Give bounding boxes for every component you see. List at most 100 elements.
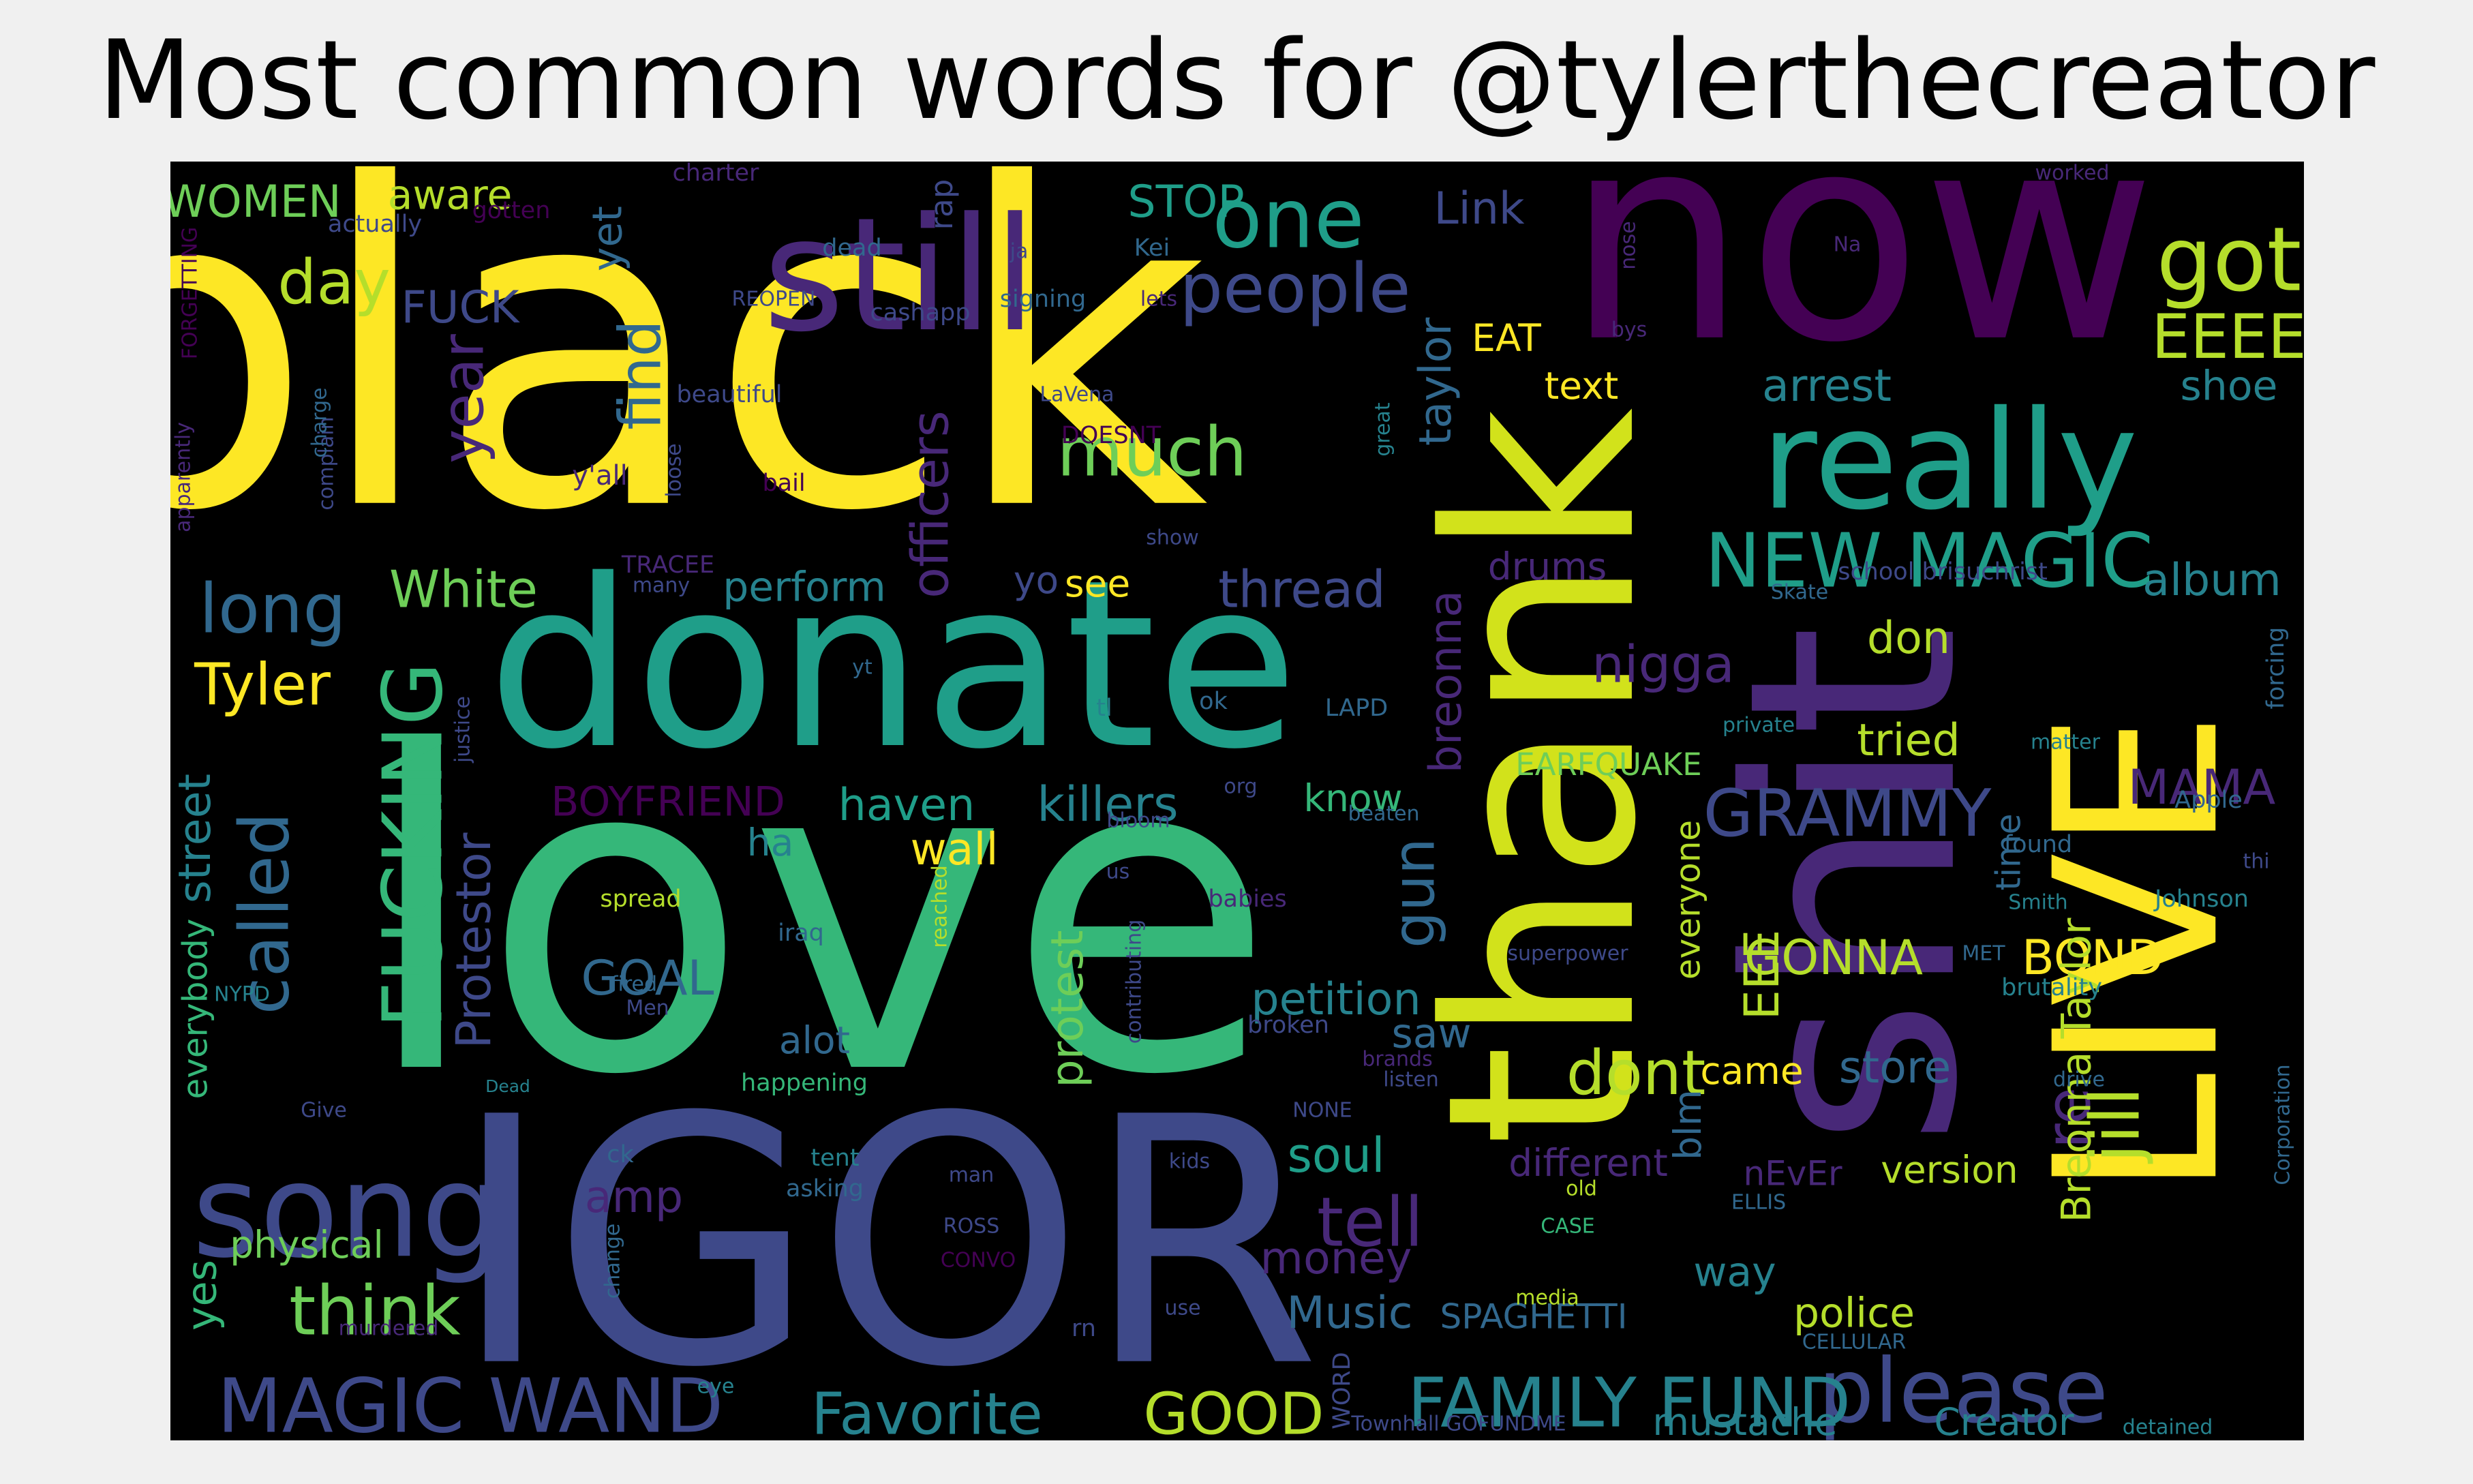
word-song: song: [192, 1136, 503, 1286]
word-breonna: breonna: [1421, 590, 1472, 774]
word-creator: Creator: [1934, 1400, 2074, 1440]
word-find: find: [607, 320, 674, 429]
word-case: CASE: [1541, 1215, 1594, 1239]
word-y-all: y'all: [572, 460, 627, 491]
word-igor: IGOR: [451, 1045, 1321, 1440]
word-shit: shit: [1688, 625, 2021, 1147]
word-private: private: [1723, 714, 1795, 738]
word-great: great: [1371, 402, 1395, 457]
word-convo: CONVO: [941, 1249, 1016, 1273]
word-still: still: [763, 185, 1037, 367]
word-apparently: apparently: [172, 422, 196, 532]
word-alot: alot: [779, 1018, 850, 1062]
word-much: much: [1057, 412, 1247, 491]
word-murdered: murdered: [339, 1317, 439, 1341]
word-superpower: superpower: [1507, 942, 1628, 966]
word-forgetting: FORGETTING: [179, 227, 202, 360]
word-reached: reached: [928, 865, 952, 948]
word-eee: EEE: [1734, 930, 1790, 1020]
word-broken: broken: [1247, 1012, 1329, 1039]
word-nigga: nigga: [1592, 635, 1735, 695]
word-bloom: bloom: [1106, 809, 1170, 833]
word-different: different: [1508, 1141, 1668, 1185]
word-white: White: [389, 560, 538, 620]
word-tyler: Tyler: [194, 651, 331, 718]
word-aware: aware: [388, 172, 513, 219]
word-stop: STOP: [1127, 177, 1244, 228]
word-old: old: [1566, 1177, 1597, 1201]
word-happening: happening: [741, 1070, 868, 1097]
word-please: please: [1818, 1339, 2108, 1440]
word-gun: gun: [1380, 838, 1448, 948]
word-complain: complain: [315, 417, 339, 510]
word-everyone: everyone: [1669, 820, 1708, 980]
word-found: found: [2004, 831, 2072, 858]
word-iraq: iraq: [778, 920, 824, 947]
word-school-brisuchrist: school brisuchrist: [1838, 558, 2048, 586]
word-taylor: taylor: [1410, 318, 1461, 446]
word-corporation: Corporation: [2271, 1064, 2295, 1185]
word-brutality: brutality: [2001, 974, 2102, 1001]
word-charter: charter: [673, 162, 760, 187]
word-use: use: [1164, 1297, 1200, 1320]
word-forcing: forcing: [2262, 627, 2290, 710]
page-title: Most common words for @tylerthecreator: [97, 16, 2376, 144]
word-rap: rap: [924, 179, 960, 230]
word-tl: tl: [1096, 695, 1112, 722]
word-don: don: [1867, 613, 1950, 664]
word-none: NONE: [1292, 1099, 1352, 1123]
word-wall: wall: [910, 824, 998, 875]
word-money: money: [1260, 1233, 1412, 1284]
word-dead: dead: [822, 234, 881, 262]
word-yes: yes: [179, 1260, 226, 1331]
word-kei: Kei: [1134, 234, 1170, 262]
word-cellular: CELLULAR: [1802, 1331, 1907, 1354]
word-man: man: [949, 1164, 995, 1187]
word-music: Music: [1287, 1288, 1413, 1339]
word-change: change: [601, 1224, 625, 1299]
word-ha: ha: [747, 821, 794, 864]
word-contributing: contributing: [1123, 920, 1147, 1044]
word-re: re: [2033, 1087, 2104, 1149]
word-many: many: [633, 574, 690, 598]
word-got: got: [2156, 208, 2301, 312]
word-jill: jill: [2075, 1087, 2155, 1164]
word-bond: BOND: [2022, 930, 2164, 986]
word-magic-wand: MAGIC WAND: [217, 1362, 724, 1440]
word-tent: tent: [810, 1145, 859, 1172]
word-soul: soul: [1287, 1127, 1384, 1183]
word-detained: detained: [2123, 1416, 2213, 1440]
word-fuck: FUCK: [401, 282, 520, 333]
word-arrest: arrest: [1762, 361, 1892, 412]
word-lavena: LaVena: [1040, 383, 1114, 407]
word-think: think: [289, 1271, 461, 1350]
word-ck: ck: [607, 1141, 634, 1168]
word-ellis: ELLIS: [1731, 1191, 1786, 1215]
word-grammy: GRAMMY: [1703, 776, 1992, 851]
word-word: WORD: [1329, 1352, 1356, 1429]
word-long: long: [199, 569, 346, 648]
word-love: love: [361, 662, 1275, 1170]
word-org: org: [1224, 775, 1257, 799]
word-boyfriend: BOYFRIEND: [551, 778, 785, 826]
word-album: album: [2142, 555, 2281, 606]
word-show: show: [1146, 526, 1199, 550]
word-doesnt: DOESNT: [1061, 422, 1162, 449]
word-mama: MAMA: [2128, 759, 2276, 815]
word-apple: Apple: [2174, 787, 2243, 814]
word-people: people: [1180, 248, 1411, 328]
word-reopen: REOPEN: [732, 288, 816, 312]
word-version: version: [1881, 1148, 2018, 1192]
word-family-fund: FAMILY FUND: [1408, 1363, 1851, 1440]
word-matter: matter: [2031, 731, 2101, 755]
word-worked: worked: [2035, 162, 2109, 185]
word-amp: amp: [585, 1172, 683, 1223]
word-yo: yo: [1014, 558, 1059, 602]
word-police: police: [1793, 1290, 1915, 1337]
word-really: really: [1761, 382, 2138, 541]
word-men: Men: [626, 997, 669, 1020]
word-good: GOOD: [1143, 1380, 1324, 1440]
word-new-magic: NEW MAGIC: [1705, 517, 2153, 604]
word-drive: drive: [2053, 1068, 2105, 1092]
word-justice: justice: [451, 696, 475, 763]
